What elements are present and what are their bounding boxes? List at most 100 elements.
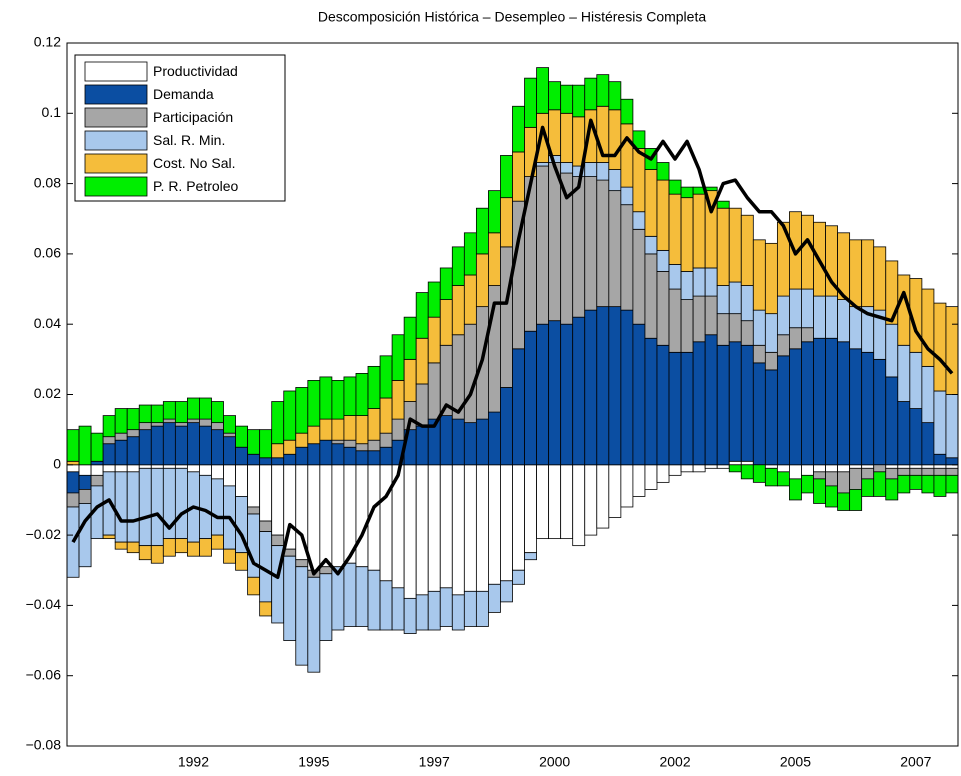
bar-segment <box>174 401 188 424</box>
bar-segment <box>861 467 875 480</box>
bar-segment <box>367 439 381 452</box>
bar-segment <box>789 478 802 501</box>
bar-segment <box>837 471 851 494</box>
bar-segment <box>66 492 80 508</box>
legend-label: Productividad <box>153 63 238 79</box>
x-tick-label: 1992 <box>178 754 209 770</box>
bar-segment <box>813 471 826 480</box>
bar-segment <box>475 464 489 592</box>
bar-segment <box>909 351 923 409</box>
bar-segment <box>716 344 730 466</box>
bar-segment <box>223 548 236 564</box>
y-tick-label: 0.1 <box>42 104 62 120</box>
bar-segment <box>752 344 766 364</box>
legend-label: Demanda <box>153 86 214 102</box>
bar-segment <box>199 464 212 476</box>
bar-segment <box>861 478 875 497</box>
bar-segment <box>620 186 634 206</box>
y-tick-label: 0.02 <box>34 385 61 401</box>
plot-area <box>66 67 959 673</box>
bar-segment <box>259 601 273 617</box>
legend-swatch <box>84 107 148 128</box>
bar-segment <box>150 422 164 427</box>
bar-segment <box>680 271 694 300</box>
bar-segment <box>427 590 441 631</box>
bar-segment <box>644 253 658 339</box>
bar-segment <box>138 422 152 431</box>
bar-segment <box>331 464 345 568</box>
bar-segment <box>343 376 357 416</box>
bar-segment <box>379 446 393 466</box>
bar-segment <box>102 464 116 473</box>
bar-segment <box>668 193 682 265</box>
bar-segment <box>271 457 285 466</box>
bar-segment <box>415 425 429 466</box>
bar-segment <box>632 323 646 466</box>
bar-segment <box>391 380 405 420</box>
bar-segment <box>560 84 574 114</box>
bar-segment <box>849 348 863 466</box>
bar-segment <box>825 485 838 508</box>
bar-segment <box>909 464 923 469</box>
bar-segment <box>463 590 477 627</box>
bar-segment <box>849 489 863 511</box>
bar-segment <box>909 408 923 466</box>
bar-segment <box>78 464 92 476</box>
bar-segment <box>235 464 249 497</box>
bar-segment <box>861 239 875 308</box>
bar-segment <box>463 323 477 424</box>
bar-segment <box>728 207 742 283</box>
legend-swatch <box>84 130 148 151</box>
bar-segment <box>247 453 261 466</box>
x-tick-label: 2005 <box>780 754 811 770</box>
bar-segment <box>728 313 742 343</box>
bar-segment <box>596 306 610 466</box>
chart-title: Descomposición Histórica – Desempleo – H… <box>318 9 706 25</box>
bar-segment <box>235 552 249 571</box>
bar-segment <box>620 464 634 508</box>
bar-segment <box>488 190 501 234</box>
bar-segment <box>680 197 694 272</box>
bar-segment <box>909 467 923 476</box>
bar-segment <box>126 471 140 543</box>
bar-segment <box>632 464 646 497</box>
bar-segment <box>307 576 321 673</box>
bar-segment <box>801 214 814 290</box>
bar-segment <box>247 429 261 455</box>
bar-segment <box>211 478 224 536</box>
bar-segment <box>355 566 369 627</box>
bar-segment <box>560 323 574 466</box>
bar-segment <box>704 464 718 469</box>
bar-segment <box>813 464 826 473</box>
bar-segment <box>307 380 321 427</box>
bar-segment <box>66 429 80 462</box>
bar-segment <box>608 109 622 170</box>
bar-segment <box>439 415 453 466</box>
bar-segment <box>150 545 164 564</box>
bar-segment <box>391 587 405 631</box>
bar-segment <box>90 474 104 487</box>
legend-swatch <box>84 176 148 197</box>
bar-segment <box>463 274 477 325</box>
bar-segment <box>211 464 224 480</box>
bar-segment <box>150 425 164 466</box>
bar-segment <box>223 464 236 487</box>
bar-segment <box>331 380 345 420</box>
bar-segment <box>921 467 935 476</box>
bar-segment <box>500 155 513 199</box>
bar-segment <box>259 464 273 522</box>
bar-segment <box>704 267 718 297</box>
bar-segment <box>584 162 598 177</box>
bar-segment <box>776 295 790 336</box>
bar-segment <box>403 597 417 634</box>
x-tick-label: 1995 <box>298 754 329 770</box>
bar-segment <box>897 464 911 469</box>
bar-segment <box>138 467 152 547</box>
bar-segment <box>78 503 92 568</box>
bar-segment <box>945 457 959 466</box>
bar-segment <box>439 299 453 346</box>
bar-segment <box>187 422 200 466</box>
bar-segment <box>78 489 92 504</box>
bar-segment <box>945 394 959 459</box>
bar-segment <box>247 576 261 596</box>
